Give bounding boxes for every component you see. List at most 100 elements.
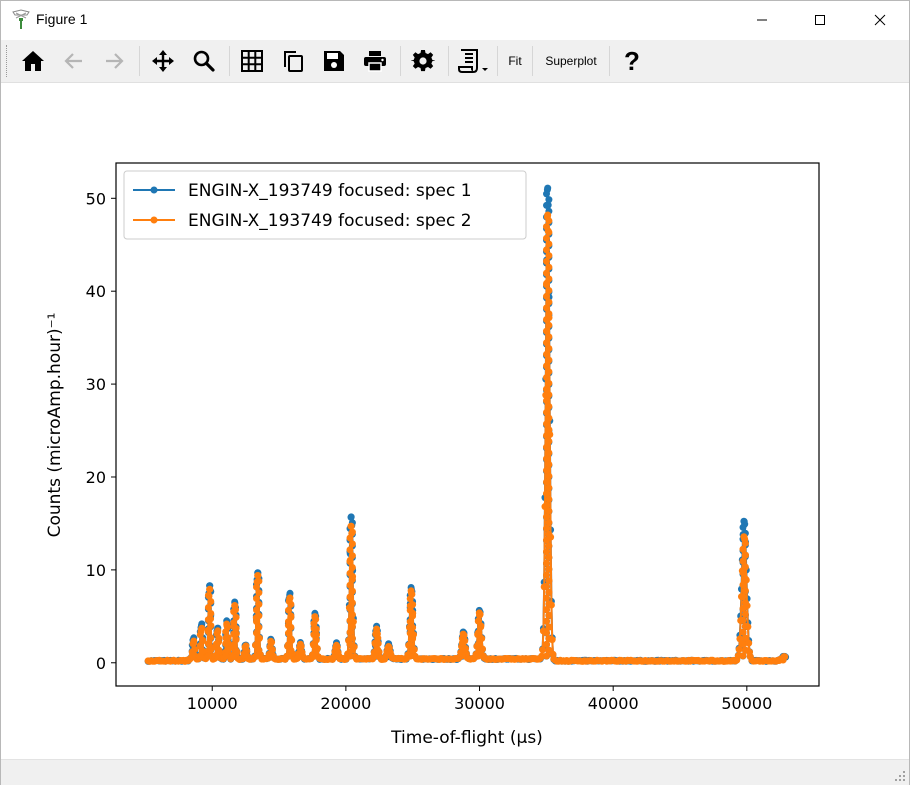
data-point: [253, 652, 260, 660]
y-axis-label: Counts (microAmp.hour)⁻¹: [45, 313, 65, 538]
data-point: [255, 577, 263, 585]
data-point: [543, 350, 550, 358]
data-point: [741, 563, 749, 571]
data-point: [253, 583, 260, 591]
data-point: [543, 316, 550, 323]
grid-button[interactable]: [237, 45, 267, 77]
data-point: [739, 581, 747, 589]
data-point: [204, 652, 212, 660]
status-bar: [1, 759, 909, 785]
data-point: [474, 640, 482, 648]
data-point: [222, 652, 230, 660]
help-button[interactable]: ?: [617, 45, 647, 77]
data-point: [543, 490, 550, 498]
y-tick-label: 40: [86, 282, 106, 301]
data-point: [741, 575, 749, 583]
data-point: [545, 196, 553, 204]
data-point: [207, 634, 215, 642]
close-icon: [874, 14, 886, 26]
data-point: [741, 634, 749, 642]
data-point: [739, 616, 747, 624]
data-point: [543, 397, 550, 405]
fit-button[interactable]: Fit: [501, 45, 529, 77]
data-point: [204, 640, 212, 648]
data-point: [198, 624, 206, 632]
data-point: [545, 577, 553, 585]
data-point: [543, 640, 550, 648]
home-icon: [22, 51, 44, 71]
data-point: [460, 631, 468, 639]
data-point: [212, 640, 220, 648]
back-button[interactable]: [59, 45, 89, 77]
data-point: [545, 379, 553, 387]
data-point: [545, 449, 553, 457]
copy-button[interactable]: [278, 45, 308, 77]
data-point: [331, 651, 339, 659]
print-button[interactable]: [360, 45, 390, 77]
data-point: [346, 617, 354, 625]
data-point: [199, 636, 207, 644]
superplot-button[interactable]: Superplot: [537, 45, 605, 77]
data-point: [739, 640, 747, 648]
data-point: [739, 523, 747, 531]
minimize-button[interactable]: [739, 1, 785, 39]
x-tick-label: 20000: [320, 694, 371, 713]
data-point: [543, 327, 550, 335]
data-point: [240, 651, 248, 659]
data-point: [545, 403, 553, 410]
printer-icon: [364, 51, 386, 72]
script-button[interactable]: [456, 45, 492, 77]
data-point: [474, 617, 482, 625]
y-tick-label: 10: [86, 561, 106, 580]
data-point: [346, 640, 354, 648]
data-point: [543, 617, 550, 625]
home-button[interactable]: [18, 45, 48, 77]
data-point: [199, 647, 207, 655]
data-point: [188, 652, 196, 660]
zoom-button[interactable]: [189, 45, 219, 77]
data-point: [268, 646, 276, 653]
data-point: [286, 594, 294, 602]
data-point: [739, 593, 747, 601]
data-point: [215, 634, 223, 642]
data-point: [253, 641, 260, 649]
data-point: [543, 223, 550, 231]
data-point: [543, 559, 550, 567]
legend[interactable]: ENGIN-X_193749 focused: spec 1 ENGIN-X_1…: [123, 170, 527, 240]
resize-grip-icon[interactable]: [894, 770, 906, 782]
pan-button[interactable]: [148, 45, 178, 77]
data-point: [207, 646, 215, 654]
data-point: [739, 569, 747, 577]
data-point: [255, 635, 263, 643]
data-point: [212, 652, 220, 660]
data-point: [741, 587, 749, 595]
data-point: [374, 646, 382, 654]
title-bar: Figure 1: [1, 1, 909, 39]
data-point: [348, 646, 356, 654]
data-point: [207, 622, 215, 630]
y-axis-ticks: 0 10 20 30 40 50: [86, 189, 116, 673]
data-point: [544, 211, 552, 219]
data-point: [736, 635, 744, 643]
data-point: [545, 495, 553, 503]
maximize-button[interactable]: [797, 1, 843, 39]
data-point: [545, 287, 553, 294]
data-point: [543, 524, 550, 532]
minimize-icon: [757, 19, 767, 21]
data-point: [543, 652, 550, 660]
figure-canvas[interactable]: 10000 20000 30000 40000 50000 0 10 20 30 40 50 Ti…: [1, 83, 909, 759]
series-1: [144, 184, 790, 665]
data-point: [346, 605, 354, 613]
data-point: [230, 608, 238, 616]
close-button[interactable]: [857, 1, 903, 39]
save-button[interactable]: [319, 45, 349, 77]
plot-toolbar: Fit Superplot ?: [1, 40, 909, 83]
data-point: [253, 595, 260, 602]
toolbar-grip[interactable]: [6, 45, 10, 77]
settings-button[interactable]: [408, 45, 438, 77]
data-point: [374, 634, 382, 642]
x-tick-label: 40000: [588, 694, 639, 713]
forward-button[interactable]: [99, 45, 129, 77]
data-point: [253, 629, 260, 637]
data-point: [204, 604, 212, 611]
